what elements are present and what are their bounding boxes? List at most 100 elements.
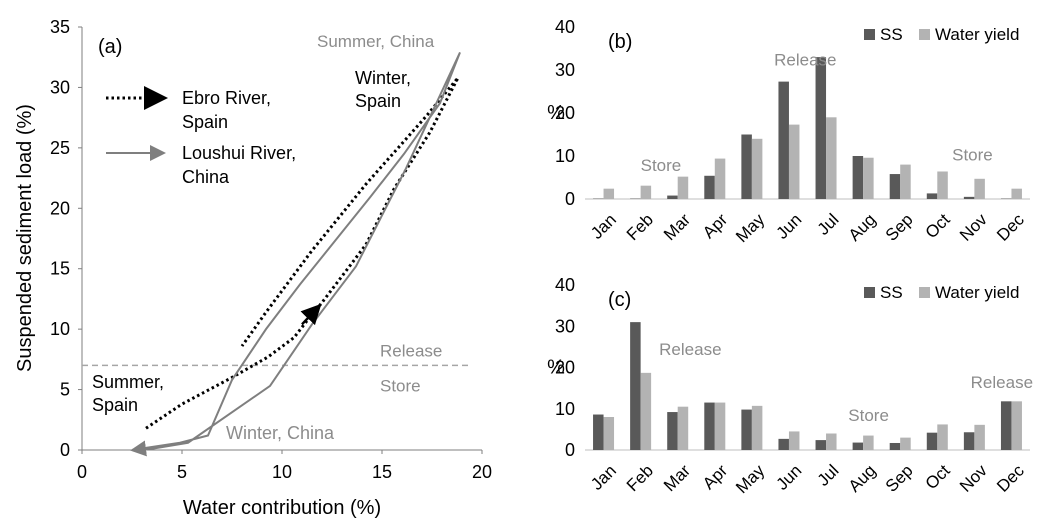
b-annotation-store: Store <box>641 156 682 175</box>
panel-b-bar-chart: 0 10 20 30 40% (b) Jan Feb Mar Apr May Jun Jul Aug Sep… <box>547 17 1030 246</box>
b-category-label: Feb <box>623 210 657 244</box>
c-category-label: Jun <box>773 461 806 494</box>
c-category-label: Jan <box>587 461 620 494</box>
c-bar-ss <box>852 442 864 450</box>
c-category-label: Aug <box>845 461 880 496</box>
b-category-label: Jun <box>773 210 806 243</box>
a-series-line-ebro <box>145 76 460 430</box>
b-bar-water-yield <box>900 164 911 199</box>
c-bar-ss <box>778 438 789 450</box>
b-category-label: Nov <box>956 210 991 245</box>
b-panel-label: (b) <box>608 31 632 53</box>
b-bar-ss <box>741 134 752 199</box>
c-bar-water-yield <box>751 405 763 450</box>
a-threshold-label-release: Release <box>380 341 442 360</box>
b-category-label: May <box>732 210 768 246</box>
b-bar-water-yield <box>788 124 800 199</box>
a-loushui-direction-arrow <box>130 440 149 457</box>
a-legend-label-loushui-2: China <box>182 167 230 187</box>
c-bar-water-yield <box>640 372 652 450</box>
a-threshold-label-store: Store <box>380 376 421 395</box>
c-bar-ss <box>741 409 752 450</box>
c-bar-ss <box>667 412 678 450</box>
a-y-tick-label: 5 <box>60 380 70 400</box>
b-bar-water-yield <box>603 188 615 199</box>
b-category-label: Sep <box>882 210 917 245</box>
a-x-tick-label: 5 <box>177 462 187 482</box>
a-x-tick-label: 20 <box>472 462 492 482</box>
b-y-tick-label: 20 <box>555 103 575 123</box>
b-bar-ss <box>889 174 901 199</box>
b-bar-ss <box>667 195 678 199</box>
c-y-tick-label: 0 <box>565 440 575 460</box>
b-category-label: Apr <box>699 210 731 242</box>
a-ebro-direction-arrow <box>300 303 322 326</box>
a-y-tick-label: 0 <box>60 440 70 460</box>
b-y-axis-title: % <box>547 102 565 124</box>
a-y-tick-label: 35 <box>50 17 70 37</box>
b-legend-label-water-yield: Water yield <box>935 25 1019 44</box>
b-category-label: Mar <box>660 210 694 244</box>
c-bar-water-yield <box>974 424 985 450</box>
a-y-axis-title: Suspended sediment load (%) <box>14 104 36 372</box>
c-legend-swatch-ss <box>864 287 875 298</box>
a-x-tick-label: 0 <box>77 462 87 482</box>
c-bar-ss <box>926 432 938 450</box>
b-bar-water-yield <box>974 178 985 199</box>
c-legend-swatch-water-yield <box>919 287 930 298</box>
a-y-tick-label: 15 <box>50 259 70 279</box>
a-y-tick-label: 20 <box>50 198 70 218</box>
c-annotation-release: Release <box>971 373 1033 392</box>
b-legend-label-ss: SS <box>880 25 903 44</box>
a-y-tick-label: 10 <box>50 319 70 339</box>
b-y-tick-label: 30 <box>555 60 575 80</box>
b-y-tick-label: 0 <box>565 189 575 209</box>
a-annotation-winter-spain-line2: Spain <box>355 91 401 111</box>
b-bar-water-yield <box>937 171 948 199</box>
panel-a-scatter-chart: 0 5 10 15 20 25 30 35 0 5 10 15 20 Water contribution… <box>14 17 492 519</box>
c-category-label: May <box>732 461 768 497</box>
c-category-label: Feb <box>623 461 657 495</box>
b-category-label: Oct <box>922 210 954 242</box>
a-panel-label: (a) <box>98 36 122 58</box>
c-y-axis-title: % <box>547 357 565 379</box>
b-bar-ss <box>704 175 715 199</box>
c-legend-label-water-yield: Water yield <box>935 283 1019 302</box>
c-y-tick-label: 40 <box>555 275 575 295</box>
b-category-label: Jul <box>814 210 843 239</box>
c-bar-water-yield <box>863 435 874 450</box>
c-bar-water-yield <box>788 431 800 450</box>
a-x-tick-label: 15 <box>372 462 392 482</box>
c-bar-water-yield <box>677 406 689 450</box>
b-bar-water-yield <box>640 185 652 199</box>
b-y-tick-label: 10 <box>555 146 575 166</box>
c-bar-ss <box>963 432 975 450</box>
a-series-line-loushui <box>131 51 461 451</box>
c-bar-water-yield <box>937 424 948 450</box>
c-bar-water-yield <box>826 433 837 450</box>
a-legend-label-ebro-2: Spain <box>182 112 228 132</box>
b-bar-ss <box>815 57 827 199</box>
b-bar-water-yield <box>1011 188 1022 199</box>
c-bar-ss <box>1000 401 1012 450</box>
c-bar-ss <box>593 414 604 450</box>
b-y-tick-label: 40 <box>555 17 575 37</box>
b-legend-swatch-water-yield <box>919 29 930 40</box>
b-bar-ss <box>963 196 975 199</box>
c-bar-water-yield <box>900 437 911 450</box>
a-legend-label-ebro-1: Ebro River, <box>182 88 271 108</box>
c-category-label: Jul <box>814 461 843 490</box>
c-category-label: Apr <box>699 461 731 493</box>
c-bar-ss <box>815 440 827 450</box>
c-category-label: Dec <box>993 461 1028 496</box>
panel-c-bar-chart: 0 10 20 30 40% (c) Jan Feb Mar Apr May Jun Jul Aug Sep… <box>547 275 1033 497</box>
b-annotation-release: Release <box>774 51 836 70</box>
a-annotation-summer-spain-line2: Spain <box>92 395 138 415</box>
a-x-axis-title: Water contribution (%) <box>183 497 381 519</box>
b-bar-ss <box>852 156 864 199</box>
c-y-tick-label: 30 <box>555 316 575 336</box>
c-category-label: Sep <box>882 461 917 496</box>
a-y-tick-label: 30 <box>50 77 70 97</box>
b-bar-water-yield <box>751 138 763 199</box>
a-annotation-winter-china-line1: Winter, China <box>226 423 335 443</box>
